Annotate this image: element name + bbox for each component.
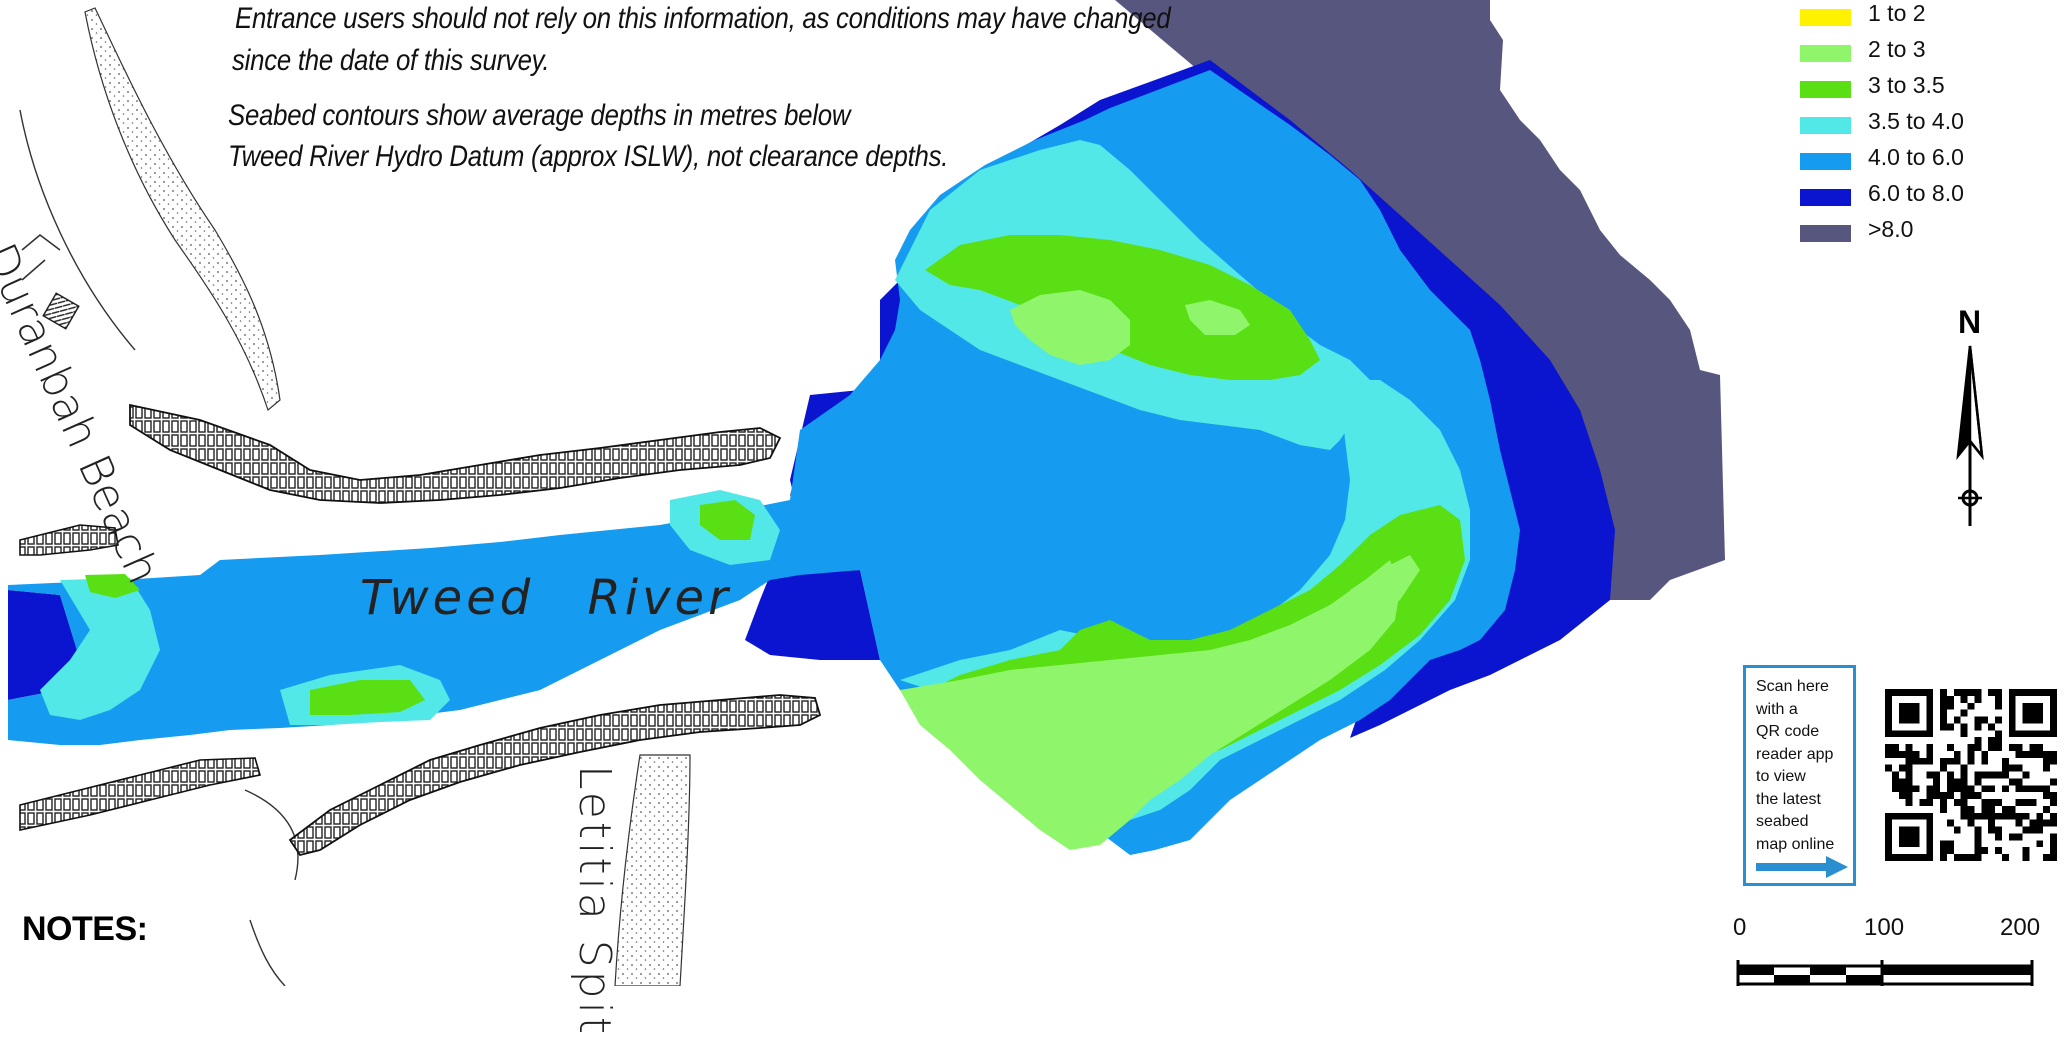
- qr-instructions-text: Scan here with a QR code reader app to v…: [1756, 676, 1856, 856]
- building-hatched: [42, 292, 80, 330]
- legend-label-4: 3.5 to 4.0: [1868, 108, 1964, 134]
- zone-2-to-3-south-inner: [1350, 555, 1420, 620]
- note-line-2: since the date of this survey.: [232, 44, 550, 77]
- north-label: N: [1958, 304, 1982, 340]
- legend-swatch-5: [1800, 153, 1851, 170]
- note-line-3: Seabed contours show average depths in m…: [228, 99, 851, 132]
- note-line-4: Tweed River Hydro Datum (approx ISLW), n…: [228, 140, 949, 173]
- zone-3-to-3-5-west-left: [85, 574, 140, 598]
- seabed-map: [8, 0, 2034, 986]
- tweed-river-label: Tweed River: [360, 570, 732, 626]
- qr-instructions-box: Scan here with a QR code reader app to v…: [1743, 665, 1856, 886]
- legend-label-1: 1 to 2: [1868, 0, 1926, 26]
- zone-3-to-3-5-river-bar: [700, 500, 755, 540]
- headland-path: [21, 233, 61, 281]
- legend-swatch-2: [1800, 45, 1851, 62]
- qr-line: with a: [1756, 700, 1798, 718]
- letitia-spit-sand: [614, 754, 691, 986]
- zone-2-to-3-north-patch: [1010, 290, 1250, 365]
- north-breakwall: [129, 403, 782, 504]
- south-breakwall: [288, 694, 822, 857]
- zone-6-to-8-east-edge: [745, 570, 880, 660]
- legend-label-6: 6.0 to 8.0: [1868, 180, 1964, 206]
- qr-code[interactable]: [1885, 689, 2057, 861]
- north-arrow-icon: [1956, 345, 1984, 526]
- south-training-wall-west: [19, 757, 262, 831]
- scale-bar: [1736, 960, 2034, 986]
- arrow-right-icon: [1756, 856, 1848, 878]
- depth-zones: [8, 0, 1725, 855]
- legend-label-7: >8.0: [1868, 216, 1914, 242]
- qr-line: the latest: [1756, 790, 1821, 808]
- legend-swatch-7: [1800, 225, 1851, 242]
- legend-label-2: 2 to 3: [1868, 36, 1926, 62]
- zone-2-to-3-south-bank: [900, 560, 1400, 850]
- letitia-spit-label: Letitia Spit: [569, 765, 620, 1037]
- scale-tick-200: 200: [2000, 914, 2041, 941]
- zone-3-5-to-4-west-left: [40, 578, 160, 720]
- coastline-north: [19, 109, 136, 351]
- north-training-wall-stub: [19, 524, 119, 556]
- legend-swatch-6: [1800, 189, 1851, 206]
- legend-swatch-3: [1800, 81, 1851, 98]
- qr-line: to view: [1756, 768, 1806, 785]
- qr-line: reader app: [1756, 745, 1834, 763]
- zone-3-to-3-5-west-mid: [310, 680, 425, 715]
- qr-line: seabed: [1756, 813, 1809, 830]
- coastline-south: [244, 789, 299, 986]
- scale-tick-100: 100: [1864, 914, 1905, 941]
- qr-line: Scan here: [1756, 678, 1829, 695]
- qr-line: map online: [1756, 835, 1835, 853]
- scale-tick-0: 0: [1733, 914, 1747, 941]
- zone-gt-8: [1115, 0, 1725, 600]
- note-line-1: Entrance users should not rely on this i…: [235, 2, 1171, 35]
- qr-line: QR code: [1756, 723, 1820, 740]
- legend-swatch-4: [1800, 117, 1851, 134]
- notes-heading: NOTES:: [22, 910, 148, 948]
- zone-3-to-3-5-north-shoal: [925, 235, 1320, 380]
- legend-label-3: 3 to 3.5: [1868, 72, 1945, 98]
- duranbah-beach-sand: [84, 7, 281, 412]
- legend-swatch-1: [1800, 9, 1851, 26]
- legend-label-5: 4.0 to 6.0: [1868, 144, 1964, 170]
